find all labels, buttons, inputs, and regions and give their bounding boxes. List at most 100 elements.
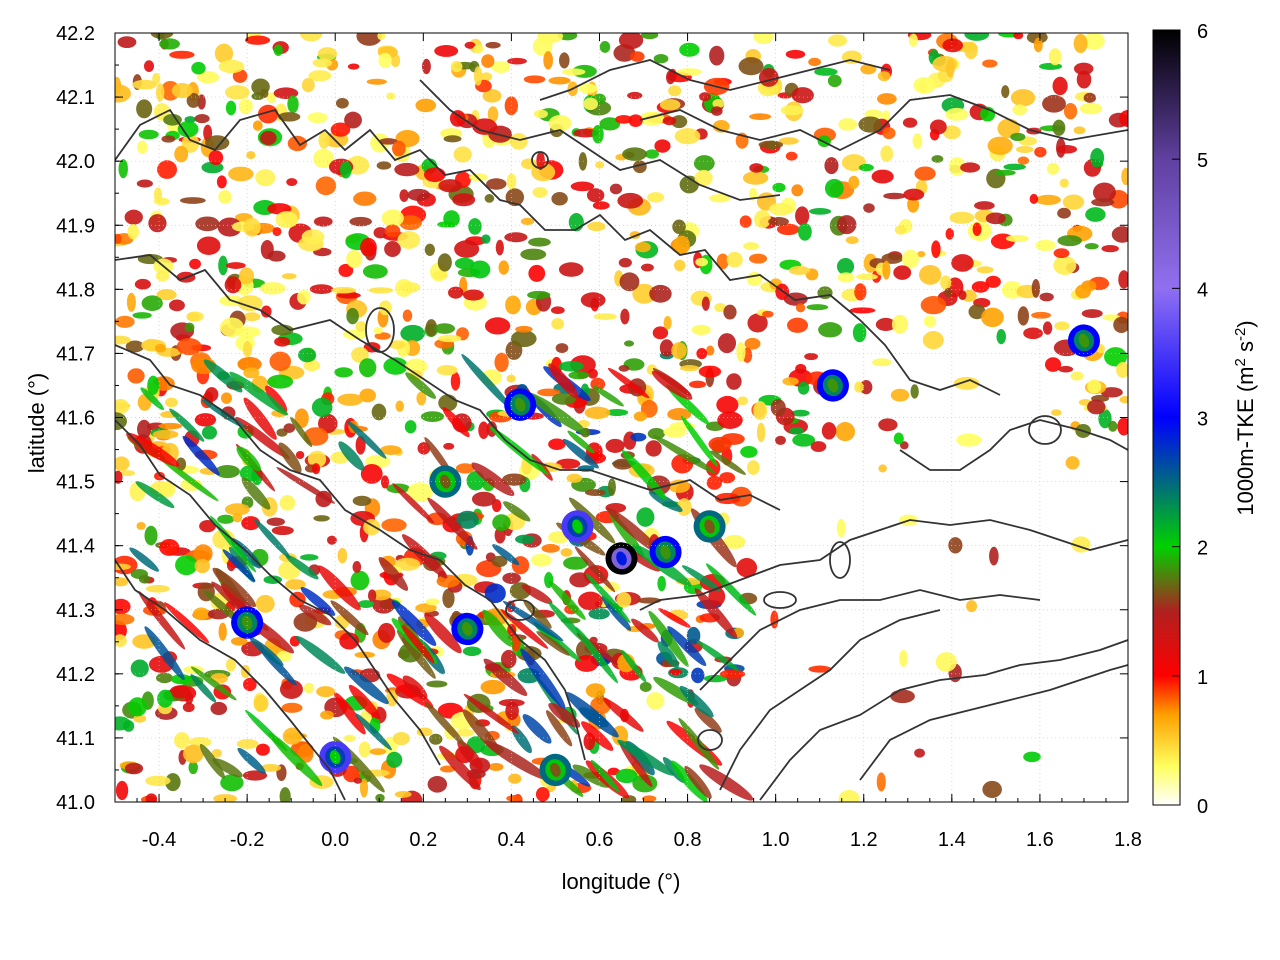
contour-line [115,108,1001,396]
tke-cell [375,793,385,802]
tke-cell [616,592,632,608]
tke-cell [1013,33,1024,40]
tke-cell [456,510,479,529]
tke-cell [1083,33,1105,50]
tke-cell [312,58,333,68]
tke-cell [279,787,291,802]
tke-cell [313,515,330,522]
tke-cell [696,347,708,360]
tke-cell [137,140,148,155]
tke-cell [1056,145,1078,154]
tke-cell [749,163,764,173]
tke-cell [863,203,875,213]
tke-cell [492,514,511,531]
tke-streak [424,613,462,654]
tke-cell [632,774,658,793]
tke-cell [424,167,446,183]
tke-cell [515,534,535,544]
tke-cell [244,35,271,45]
tke-cell [1070,371,1084,381]
tke-cell [224,276,242,294]
tke-streak [144,626,185,681]
tke-cell [719,472,736,484]
tke-cell [161,135,176,143]
tke-streak [391,600,437,647]
contour-line [639,519,1128,611]
tke-cell [652,326,669,340]
tke-cell [481,234,491,244]
tke-cell [899,649,908,667]
tke-cell [392,731,410,746]
tke-streak [330,600,369,636]
x-tick-label: 1.6 [1026,829,1054,851]
contour-line [115,559,346,801]
tke-cell [115,335,131,345]
tke-streak [401,624,435,664]
tke-cell [309,284,334,295]
tke-cell [824,157,839,175]
tke-cell [982,780,1002,799]
tke-cell [776,223,800,236]
tke-cell [1057,207,1071,219]
tke-cell [894,225,907,235]
tke-streak [392,483,435,524]
tke-cell [931,155,944,163]
tke-cell [152,72,161,85]
tke-streak [521,584,553,605]
tke-streak [158,456,219,502]
tke-cell [225,100,237,116]
tke-cell [929,119,947,135]
tke-cell [634,241,651,253]
tke-streak [317,565,361,611]
tke-cell [632,283,657,304]
tke-cell [242,341,253,358]
tke-cell [620,308,630,325]
tke-streak [298,604,332,626]
tke-cell [313,216,333,227]
tke-cell [907,196,920,213]
tke-cell [124,762,144,775]
tke-cell [282,727,303,745]
contour-line [115,344,586,761]
tke-cell [407,482,433,502]
tke-streak [265,385,288,413]
tke-cell [438,179,462,193]
tke-cell [754,209,771,229]
tke-cell [1010,89,1036,107]
tke-cell [381,518,407,532]
tke-cell [922,331,944,350]
tke-cell [644,149,660,159]
tke-cell [424,243,435,256]
tke-cell [636,507,655,527]
tke-cell [723,304,737,320]
tke-streak [190,666,237,701]
tke-cell [188,760,198,775]
tke-cell [281,273,297,280]
tke-cell [415,603,437,613]
tke-cell [211,748,222,758]
contour-line [719,609,941,791]
tke-cell [221,392,232,404]
y-tick-label: 42.0 [56,151,95,173]
tke-cell [592,124,604,144]
tke-cell [668,479,691,493]
tke-cell [267,250,286,262]
y-tick-label: 41.1 [56,728,95,750]
tke-cell [502,572,521,584]
tke-cell [647,192,665,203]
tke-cell [358,741,371,758]
tke-cell [450,371,461,391]
tke-streak [581,721,614,751]
tke-streak [523,600,552,629]
tke-cell [674,128,701,145]
y-axis-title: latitude (°) [24,373,49,474]
tke-cell [132,312,152,319]
tke-cell [1048,48,1062,66]
tke-cell [473,44,484,54]
tke-cell [578,152,588,171]
tke-cell [883,192,906,200]
tke-cell [785,49,806,59]
tke-cell [679,42,700,57]
x-tick-label: 0.6 [586,829,614,851]
tke-cell [1076,70,1092,89]
